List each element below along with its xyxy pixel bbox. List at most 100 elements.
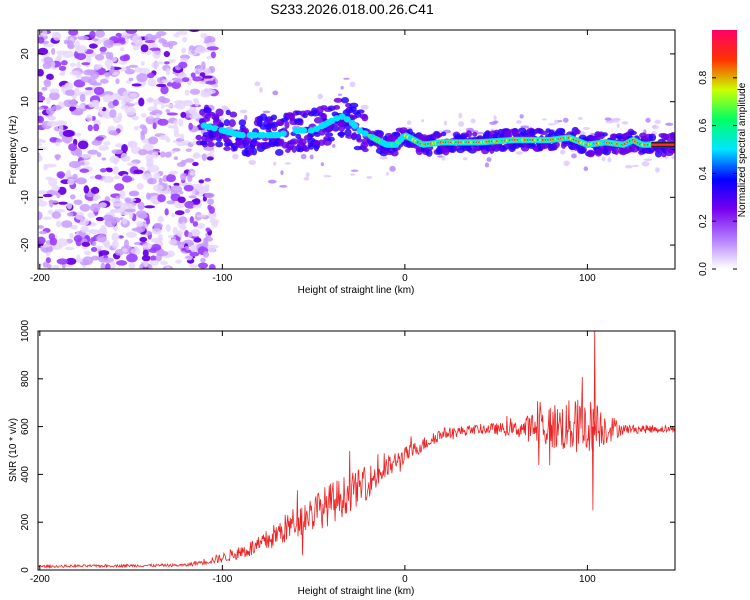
ridge-halo <box>207 142 215 148</box>
ridge-halo <box>296 118 303 124</box>
noise-blob <box>45 107 55 115</box>
noise-blob <box>157 215 165 223</box>
noise-blob <box>87 149 99 155</box>
noise-blob <box>61 220 73 228</box>
noise-blob <box>90 82 102 86</box>
noise-blob <box>152 122 157 130</box>
ridge-halo <box>216 137 222 142</box>
noise-blob <box>166 250 175 258</box>
noise-blob <box>146 50 151 55</box>
noise-blob <box>182 77 190 83</box>
noise-blob <box>204 192 215 199</box>
noise-blob <box>169 170 178 175</box>
noise-blob <box>164 61 170 65</box>
noise-blob <box>192 98 199 103</box>
noise-blob <box>105 51 111 60</box>
spectrogram-x-tick-label: 100 <box>579 273 596 284</box>
speckle-blob <box>621 121 629 125</box>
noise-blob <box>90 71 100 80</box>
speckle-blob <box>406 120 412 126</box>
noise-blob <box>179 133 185 140</box>
noise-blob <box>49 88 60 94</box>
noise-blob <box>55 50 68 55</box>
noise-blob <box>205 227 211 233</box>
colorbar-tick-label: 0.8 <box>698 70 709 84</box>
noise-blob <box>173 132 181 138</box>
speckle-blob <box>323 175 332 178</box>
noise-blob <box>166 174 176 183</box>
speckle-blob <box>458 112 463 119</box>
noise-blob <box>153 184 164 192</box>
noise-blob <box>163 50 171 58</box>
speckle-blob <box>641 161 650 167</box>
noise-blob <box>83 185 90 194</box>
noise-blob <box>134 67 143 73</box>
noise-blob <box>121 175 133 183</box>
speckle-blob <box>614 118 621 121</box>
noise-blob <box>131 227 143 232</box>
colorbar: 0.0 0.2 0.4 0.6 0.8 Normalized spectral ampl… <box>698 30 748 276</box>
noise-blob <box>150 243 162 251</box>
ridge-halo <box>390 149 399 157</box>
noise-blob <box>104 59 113 68</box>
noise-blob <box>79 93 86 103</box>
noise-blob <box>157 250 169 257</box>
spectrogram-y-ticks: -20 -10 0 10 20 <box>20 48 675 252</box>
noise-blob <box>95 30 105 38</box>
speckle-blob <box>332 143 336 148</box>
spectrogram-x-tick-label: -100 <box>212 273 232 284</box>
noise-blob <box>146 158 154 166</box>
ridge-cyan <box>338 113 346 120</box>
noise-blob <box>144 205 156 209</box>
noise-blob <box>70 224 78 230</box>
noise-blob <box>192 221 199 227</box>
noise-blob <box>206 46 219 51</box>
noise-blob <box>109 260 116 269</box>
ridge-halo <box>344 128 352 137</box>
noise-blob <box>203 67 212 76</box>
noise-blob <box>38 142 42 147</box>
ridge-halo <box>225 109 231 116</box>
ridge-halo <box>577 147 587 155</box>
speckle-blob <box>221 105 228 110</box>
noise-blob <box>73 235 83 243</box>
noise-blob <box>40 244 51 248</box>
noise-blob <box>99 168 107 173</box>
colorbar-ticks: 0.0 0.2 0.4 0.6 0.8 <box>698 70 737 276</box>
ridge-cyan <box>328 117 336 125</box>
snr-x-tick-label: 100 <box>579 574 596 585</box>
noise-blob <box>94 53 105 61</box>
ridge-halo <box>602 132 608 137</box>
noise-blob <box>136 221 144 227</box>
noise-blob <box>139 236 148 243</box>
speckle-blob <box>484 162 490 168</box>
noise-blob <box>109 155 120 164</box>
noise-blob <box>92 241 97 247</box>
speckle-blob <box>604 117 612 121</box>
noise-blob <box>56 171 66 179</box>
noise-blob <box>38 153 42 162</box>
noise-blob <box>58 65 67 71</box>
noise-blob <box>69 62 77 67</box>
noise-blob <box>141 254 151 262</box>
noise-blob <box>189 216 194 224</box>
snr-y-tick-label: 600 <box>20 418 31 435</box>
noise-blob <box>138 149 148 156</box>
ridge-halo <box>362 147 369 153</box>
speckle-blob <box>463 157 468 161</box>
noise-blob <box>174 79 184 83</box>
ridge-halo <box>361 114 369 122</box>
noise-blob <box>192 198 201 205</box>
snr-series-line <box>38 331 675 570</box>
speckle-blob <box>379 156 388 160</box>
ridge-cyan <box>313 125 321 133</box>
noise-blob <box>189 113 200 120</box>
speckle-blob <box>305 172 310 178</box>
speckle-blob <box>486 157 492 162</box>
speckle-blob <box>624 164 633 169</box>
noise-blob <box>88 43 98 49</box>
noise-blob <box>140 44 149 53</box>
noise-blob <box>119 55 130 62</box>
ridge-cyan <box>251 131 259 139</box>
